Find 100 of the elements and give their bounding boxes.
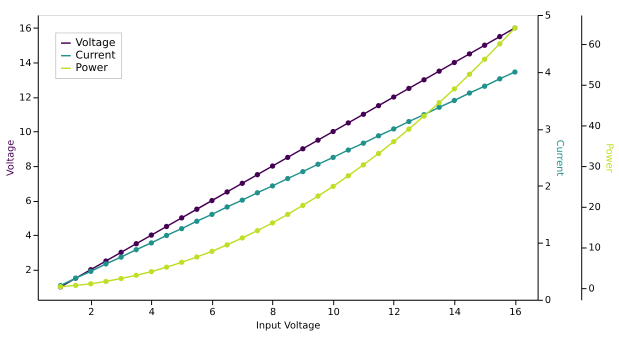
y2-tick-label: 1	[544, 238, 552, 250]
point	[88, 281, 94, 286]
point	[164, 264, 170, 270]
point	[315, 193, 321, 199]
point	[360, 112, 366, 117]
y2-tick-label: 2	[544, 181, 552, 192]
x-tick-label: 2	[88, 306, 94, 318]
y-tick-label: 4	[25, 230, 32, 242]
point	[376, 102, 382, 108]
point	[194, 254, 200, 260]
point	[134, 241, 139, 246]
point	[134, 272, 139, 278]
point	[148, 268, 154, 274]
point	[224, 204, 230, 210]
point	[452, 60, 457, 66]
point	[346, 120, 351, 126]
point	[452, 98, 457, 104]
point	[376, 150, 382, 156]
y2-axis-title: Current	[554, 140, 565, 176]
point	[482, 42, 488, 48]
x-tick-label: 4	[148, 306, 155, 318]
y2-tick-label: 5	[544, 10, 552, 22]
point	[285, 212, 290, 218]
x-axis-title: Input Voltage	[256, 320, 320, 332]
point	[406, 126, 412, 132]
point	[103, 261, 109, 267]
point	[300, 202, 306, 208]
point	[224, 242, 230, 248]
point	[134, 247, 139, 252]
point	[209, 248, 215, 254]
x-tick-label: 12	[388, 306, 400, 318]
point	[406, 86, 412, 92]
point	[118, 254, 124, 260]
point	[270, 183, 276, 189]
point	[346, 147, 351, 153]
point	[391, 94, 396, 100]
y3-tick-label: 10	[588, 242, 601, 254]
y3-tick-label: 30	[588, 161, 601, 172]
point	[360, 140, 366, 146]
point	[240, 197, 245, 203]
y-tick-label: 8	[25, 161, 32, 172]
point	[315, 138, 321, 143]
y3-tick-label: 20	[588, 202, 601, 214]
y2-tick-label: 3	[544, 124, 552, 136]
point	[482, 84, 488, 89]
y3-tick-label: 40	[588, 120, 601, 132]
point	[436, 68, 442, 74]
point	[421, 77, 427, 82]
point	[285, 176, 290, 182]
point	[164, 232, 170, 238]
legend-label: Power	[76, 61, 108, 74]
point	[466, 72, 472, 77]
point	[179, 260, 184, 265]
point	[482, 56, 488, 62]
point	[497, 34, 502, 40]
y-tick-label: 6	[25, 196, 32, 207]
point	[254, 190, 260, 196]
point	[254, 228, 260, 234]
legend-label: Voltage	[76, 36, 116, 50]
point	[240, 235, 245, 241]
point	[148, 232, 154, 238]
point	[118, 276, 124, 282]
x-tick-label: 6	[209, 306, 216, 318]
point	[497, 41, 502, 46]
y2-tick-label: 0	[544, 295, 552, 306]
point	[164, 224, 170, 230]
point	[346, 173, 351, 178]
point	[72, 282, 78, 288]
point	[270, 163, 276, 169]
point	[240, 180, 245, 186]
point	[466, 51, 472, 56]
x-tick-label: 10	[327, 306, 340, 318]
y-tick-label: 12	[19, 92, 32, 104]
point	[300, 169, 306, 174]
point	[512, 69, 518, 75]
point	[179, 215, 184, 220]
point	[300, 146, 306, 152]
point	[254, 172, 260, 178]
point	[270, 220, 276, 226]
point	[466, 90, 472, 96]
y-tick-label: 16	[19, 23, 32, 34]
y3-tick-label: 0	[588, 283, 595, 294]
y2-tick-label: 4	[544, 67, 552, 78]
point	[330, 154, 336, 160]
y3-tick-label: 50	[588, 80, 601, 92]
point	[391, 126, 396, 132]
point	[118, 250, 124, 255]
y-tick-label: 2	[25, 264, 32, 276]
x-tick-label: 14	[448, 306, 461, 318]
y3-tick-label: 60	[588, 40, 601, 51]
point	[436, 100, 442, 106]
point	[209, 198, 215, 204]
point	[391, 139, 396, 144]
y-axis-title: Voltage	[5, 140, 16, 176]
point	[194, 218, 200, 224]
point	[103, 278, 109, 284]
point	[330, 184, 336, 189]
point	[376, 133, 382, 138]
point	[436, 104, 442, 110]
point	[406, 118, 412, 124]
